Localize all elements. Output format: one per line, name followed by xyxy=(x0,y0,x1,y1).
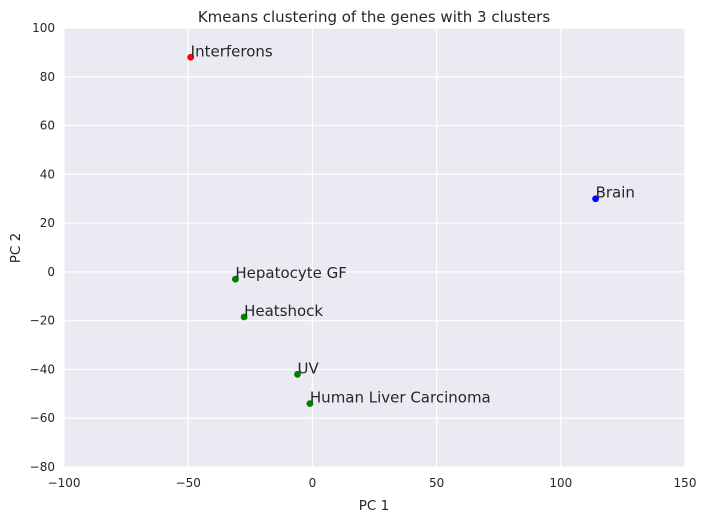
x-axis-label: PC 1 xyxy=(359,498,389,514)
x-tick-label: 50 xyxy=(429,476,444,490)
y-tick-label: −80 xyxy=(30,460,55,474)
y-tick-label: 40 xyxy=(40,167,55,181)
y-axis-label: PC 2 xyxy=(8,233,24,263)
y-tick-label: 0 xyxy=(47,265,55,279)
x-tick-label: 150 xyxy=(674,476,697,490)
point-marker xyxy=(187,53,195,61)
point-label: Heatshock xyxy=(244,302,323,320)
y-tick-label: 80 xyxy=(40,70,55,84)
grid-lines xyxy=(63,27,686,468)
x-tick-label: 0 xyxy=(309,476,317,490)
x-tick-label: −100 xyxy=(48,476,81,490)
point-label: Human Liver Carcinoma xyxy=(310,389,491,407)
chart-title: Kmeans clustering of the genes with 3 cl… xyxy=(198,8,551,26)
data-point: Heatshock xyxy=(240,302,323,321)
point-marker xyxy=(294,370,301,378)
y-axis-ticks: −80 −60 −40 −20 0 20 40 60 80 100 xyxy=(30,21,55,474)
point-marker xyxy=(592,195,599,203)
point-marker xyxy=(231,275,239,283)
x-tick-label: −50 xyxy=(176,476,201,490)
data-point: Hepatocyte GF xyxy=(231,264,347,283)
y-tick-label: 100 xyxy=(32,21,55,35)
data-points: Interferons Brain Hepatocyte GF Heatshock UV… xyxy=(187,42,635,407)
point-marker xyxy=(240,313,248,321)
y-tick-label: 60 xyxy=(40,119,55,133)
x-tick-label: 100 xyxy=(549,476,572,490)
data-point: Interferons xyxy=(187,42,273,61)
y-tick-label: −40 xyxy=(30,362,55,376)
point-label: Brain xyxy=(596,184,635,202)
y-tick-label: 20 xyxy=(40,216,55,230)
point-marker xyxy=(306,400,314,407)
point-label: Interferons xyxy=(191,42,273,60)
data-point: UV xyxy=(294,359,319,378)
plot-area xyxy=(64,28,685,467)
point-label: UV xyxy=(297,359,319,377)
y-tick-label: −20 xyxy=(30,314,55,328)
data-point: Human Liver Carcinoma xyxy=(306,389,491,407)
y-tick-label: −60 xyxy=(30,411,55,425)
point-label: Hepatocyte GF xyxy=(235,264,347,282)
data-point: Brain xyxy=(592,184,635,203)
x-axis-ticks: −100 −50 0 50 100 150 xyxy=(48,476,697,490)
